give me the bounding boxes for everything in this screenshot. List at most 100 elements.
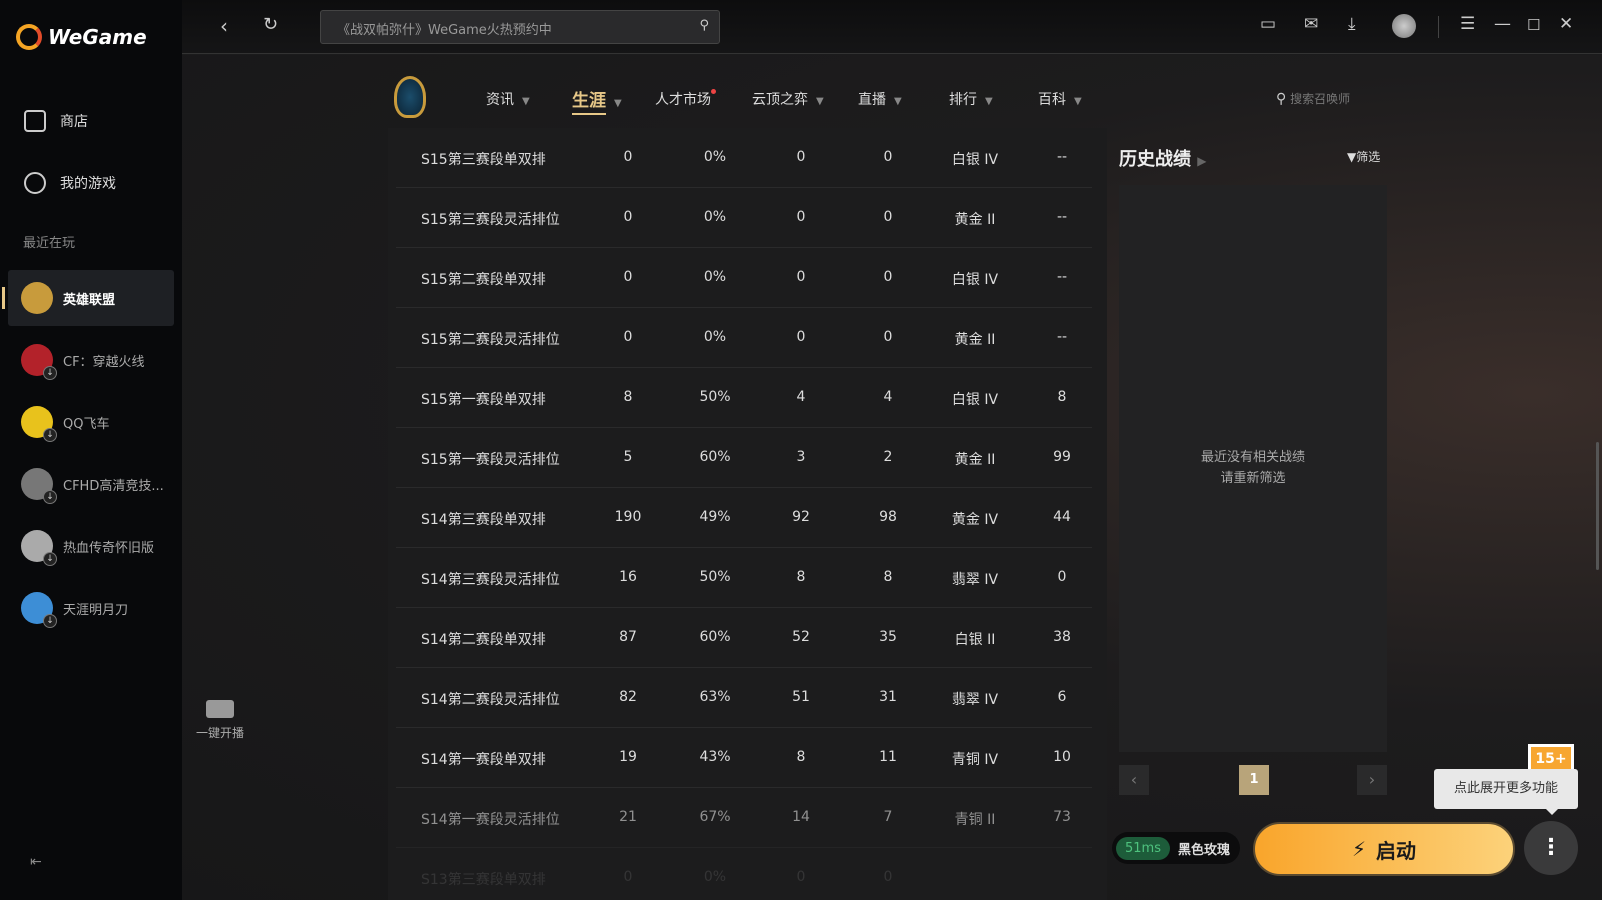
collapse-sidebar-icon[interactable]: ⇤ — [30, 854, 42, 870]
season-name: S14第二赛段灵活排位 — [421, 692, 560, 708]
game-label: QQ飞车 — [63, 416, 110, 432]
download-badge-icon: ↓ — [43, 366, 57, 380]
summoner-search[interactable]: ⚲ 搜索召唤师 — [1276, 90, 1350, 107]
game-nav-tab[interactable]: 百科 ▼ — [1038, 89, 1082, 109]
game-nav-tab[interactable]: 直播 ▼ — [858, 89, 902, 109]
table-row[interactable]: S13第三赛段单双排 0 0% 0 0 — [396, 848, 1092, 900]
tab-label: 云顶之弈 — [752, 92, 808, 108]
game-nav-tab[interactable]: 人才市场 — [655, 89, 716, 109]
cell: 白银 IV — [951, 392, 999, 408]
cell: 8 — [1057, 389, 1067, 405]
cell: -- — [1056, 329, 1068, 345]
cell: 青铜 IV — [951, 752, 999, 768]
game-nav-tab[interactable]: 生涯 ▼ — [572, 86, 622, 115]
recent-label: 最近在玩 — [23, 236, 76, 251]
cell: 0 — [883, 149, 893, 165]
season-stats-table: S15第三赛段单双排 0 0% 0 0 白银 IV -- S15第三赛段灵活排位 0 0% 0 0 黄金… — [388, 128, 1107, 900]
cell: 黄金 II — [954, 452, 996, 468]
sidebar-game-item[interactable]: ↓ 热血传奇怀旧版 — [8, 518, 174, 574]
table-row[interactable]: S15第二赛段灵活排位 0 0% 0 0 黄金 II -- — [396, 308, 1092, 368]
sidebar-game-item[interactable]: ↓ QQ飞车 — [8, 394, 174, 450]
table-row[interactable]: S14第二赛段灵活排位 82 63% 51 31 翡翠 IV 6 — [396, 668, 1092, 728]
history-title[interactable]: 历史战绩 ▶ — [1119, 145, 1207, 171]
sidebar-item-my-games[interactable]: 我的游戏 — [24, 172, 116, 194]
sidebar-item-shop[interactable]: 商店 — [24, 110, 88, 132]
table-row[interactable]: S15第三赛段单双排 0 0% 0 0 白银 IV -- — [396, 128, 1092, 188]
cell: 35 — [879, 629, 897, 645]
season-name: S15第三赛段灵活排位 — [421, 212, 560, 228]
cell: 31 — [879, 689, 897, 705]
cell: 0 — [796, 329, 806, 345]
wegame-logo[interactable]: WeGame — [16, 24, 147, 50]
menu-icon[interactable]: ☰ — [1460, 14, 1476, 34]
server-selector[interactable]: 51ms 黑色玫瑰 — [1112, 832, 1240, 864]
cell: 4 — [883, 389, 893, 405]
sidebar-game-item[interactable]: ↓ CF：穿越火线 — [8, 332, 174, 388]
sidebar-game-item[interactable]: ↓ CFHD高清竞技... — [8, 456, 174, 512]
chat-icon[interactable]: ▭ — [1260, 14, 1277, 34]
season-name: S14第二赛段单双排 — [421, 632, 546, 648]
table-row[interactable]: S15第一赛段灵活排位 5 60% 3 2 黄金 II 99 — [396, 428, 1092, 488]
page-1-button[interactable]: 1 — [1239, 765, 1269, 795]
table-row[interactable]: S14第二赛段单双排 87 60% 52 35 白银 II 38 — [396, 608, 1092, 668]
search-icon[interactable]: ⚲ — [699, 18, 709, 33]
tab-label: 直播 — [858, 92, 886, 108]
chevron-down-icon: ▼ — [894, 96, 902, 107]
sidebar-game-item[interactable]: 英雄联盟 — [8, 270, 174, 326]
tab-label: 百科 — [1038, 92, 1066, 108]
game-label: 天涯明月刀 — [63, 602, 129, 618]
cell: 0% — [703, 329, 727, 345]
cell: 0 — [883, 209, 893, 225]
table-row[interactable]: S15第三赛段灵活排位 0 0% 0 0 黄金 II -- — [396, 188, 1092, 248]
go-live-label: 一键开播 — [195, 726, 244, 740]
next-page-button[interactable]: › — [1357, 765, 1387, 795]
avatar[interactable] — [1392, 14, 1416, 38]
game-icon: ↓ — [21, 406, 57, 442]
scrollbar[interactable] — [1596, 442, 1599, 570]
cell: 19 — [619, 749, 637, 765]
cell: 0 — [623, 869, 633, 885]
cell: 黄金 IV — [951, 512, 999, 528]
filter-button[interactable]: ▼筛选 — [1347, 148, 1380, 165]
maximize-icon[interactable]: ☐ — [1527, 16, 1541, 34]
cell: 8 — [883, 569, 893, 585]
more-options-button[interactable]: ⋮ — [1524, 821, 1578, 875]
table-row[interactable]: S14第一赛段灵活排位 21 67% 14 7 青铜 II 73 — [396, 788, 1092, 848]
tab-label: 生涯 — [572, 91, 606, 115]
table-row[interactable]: S15第二赛段单双排 0 0% 0 0 白银 IV -- — [396, 248, 1092, 308]
empty-message: 最近没有相关战绩 请重新筛选 — [1119, 447, 1387, 489]
table-row[interactable]: S15第一赛段单双排 8 50% 4 4 白银 IV 8 — [396, 368, 1092, 428]
app-name: WeGame — [48, 25, 147, 49]
search-input[interactable]: 《战双帕弥什》WeGame火热预约中 ⚲ — [320, 10, 720, 44]
cell: 0 — [1057, 569, 1067, 585]
cell: 0% — [703, 209, 727, 225]
game-nav-tab[interactable]: 资讯 ▼ — [486, 89, 530, 109]
game-nav-tab[interactable]: 云顶之弈 ▼ — [752, 89, 824, 109]
cell: 16 — [619, 569, 637, 585]
mail-icon[interactable]: ✉ — [1304, 14, 1319, 34]
cell: 0% — [703, 269, 727, 285]
empty-line-1: 最近没有相关战绩 — [1200, 450, 1305, 465]
minimize-icon[interactable]: — — [1494, 14, 1511, 34]
prev-page-button[interactable]: ‹ — [1119, 765, 1149, 795]
cell: 青铜 II — [954, 812, 996, 828]
back-icon[interactable]: ‹ — [220, 14, 228, 38]
tab-label: 人才市场 — [655, 92, 711, 108]
game-icon: ↓ — [21, 468, 57, 504]
lol-logo[interactable] — [394, 76, 426, 118]
sidebar-game-item[interactable]: ↓ 天涯明月刀 — [8, 580, 174, 636]
go-live-button[interactable]: 一键开播 — [192, 700, 248, 741]
download-icon[interactable]: ⤓ — [1348, 14, 1356, 34]
sidebar-item-label: 商店 — [60, 114, 88, 130]
arrow-right-icon: ▶ — [1197, 154, 1207, 168]
table-row[interactable]: S14第三赛段灵活排位 16 50% 8 8 翡翠 IV 0 — [396, 548, 1092, 608]
sidebar-item-label: 我的游戏 — [60, 176, 116, 192]
season-name: S14第三赛段灵活排位 — [421, 572, 560, 588]
launch-button[interactable]: ⚡ 启动 — [1253, 822, 1515, 876]
refresh-icon[interactable]: ↻ — [263, 14, 279, 35]
game-nav-tab[interactable]: 排行 ▼ — [949, 89, 993, 109]
close-icon[interactable]: ✕ — [1559, 14, 1574, 34]
cell: 52 — [792, 629, 810, 645]
table-row[interactable]: S14第一赛段单双排 19 43% 8 11 青铜 IV 10 — [396, 728, 1092, 788]
table-row[interactable]: S14第三赛段单双排 190 49% 92 98 黄金 IV 44 — [396, 488, 1092, 548]
